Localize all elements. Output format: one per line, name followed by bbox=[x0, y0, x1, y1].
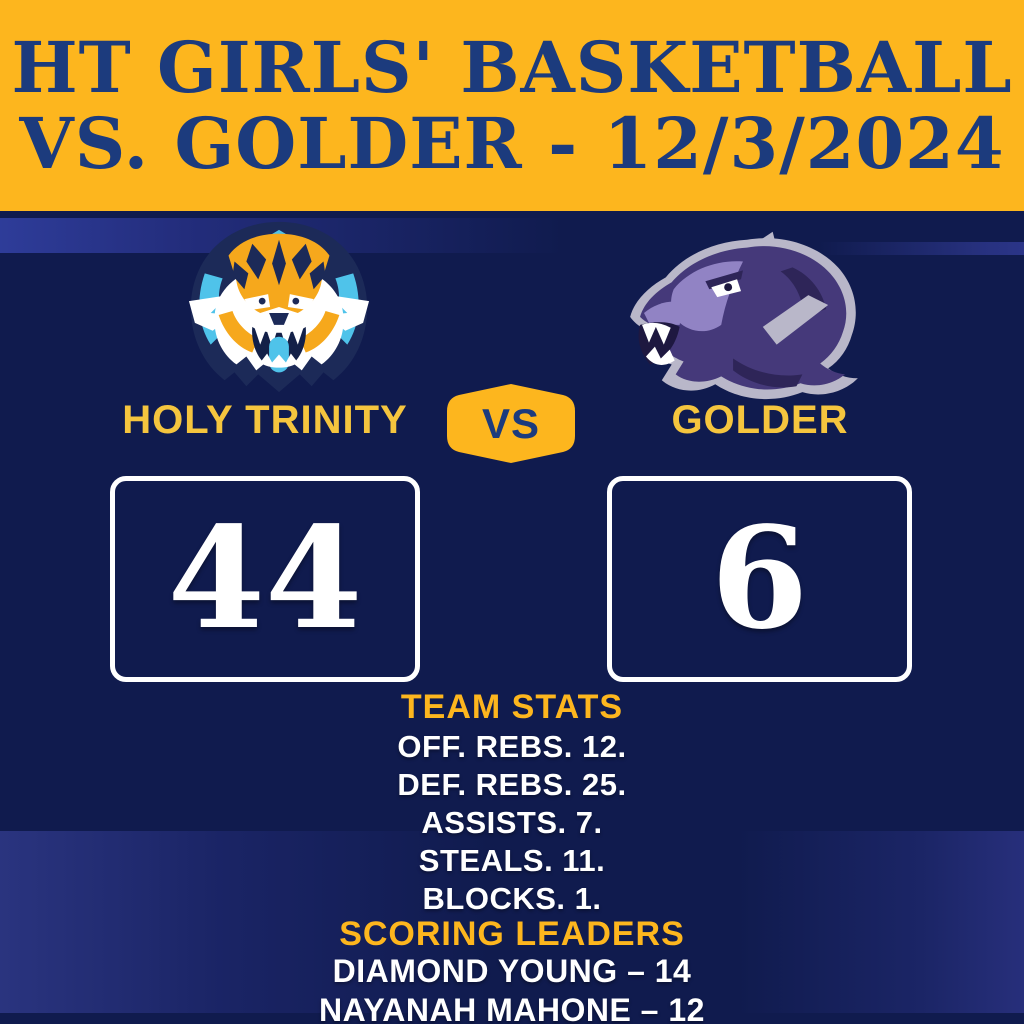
stats-block: TEAM STATS OFF. REBS. 12. DEF. REBS. 25.… bbox=[0, 686, 1024, 1024]
stat-line-off-rebs: OFF. REBS. 12. bbox=[397, 729, 627, 764]
stat-line-def-rebs: DEF. REBS. 25. bbox=[397, 767, 627, 802]
away-score-value: 6 bbox=[710, 497, 809, 661]
stat-line-assists: ASSISTS. 7. bbox=[421, 805, 603, 840]
away-team-name: GOLDER bbox=[671, 398, 849, 442]
home-team-name: HOLY TRINITY bbox=[122, 398, 408, 442]
vs-badge-shape bbox=[447, 384, 575, 463]
tiger-mascot-icon bbox=[172, 216, 386, 404]
vs-badge: VS bbox=[445, 384, 577, 463]
vs-label: VS bbox=[481, 399, 541, 447]
scoring-leaders-heading: SCORING LEADERS bbox=[339, 915, 685, 953]
background-band-bottom bbox=[0, 831, 1024, 1013]
banner-title-line2: VS. GOLDER - 12/3/2024 bbox=[19, 101, 1005, 185]
stat-line-blocks: BLOCKS. 1. bbox=[422, 881, 602, 916]
banner: HT GIRLS' BASKETBALL VS. GOLDER - 12/3/2… bbox=[0, 0, 1024, 211]
panther-mascot-icon bbox=[612, 210, 874, 408]
leader-line-2: NAYANAH MAHONE – 12 bbox=[319, 992, 705, 1024]
leader-line-1: DIAMOND YOUNG – 14 bbox=[332, 953, 692, 989]
away-score-box: 6 bbox=[607, 476, 912, 682]
stat-line-steals: STEALS. 11. bbox=[418, 843, 606, 878]
team-stats-heading: TEAM STATS bbox=[400, 688, 624, 726]
home-score-value: 44 bbox=[167, 497, 363, 661]
home-score-box: 44 bbox=[110, 476, 420, 682]
banner-title-line1: HT GIRLS' BASKETBALL bbox=[11, 25, 1013, 109]
